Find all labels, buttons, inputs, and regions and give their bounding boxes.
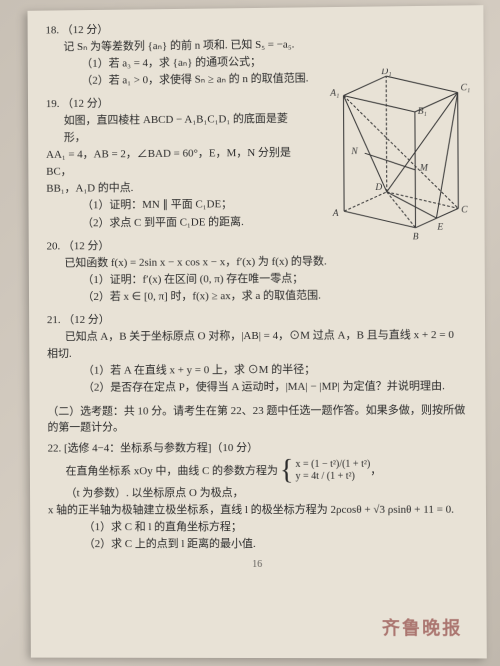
q19-subs: （1）证明：MN ∥ 平面 C₁DE； （2）求点 C 到平面 C₁DE 的距离… [64, 196, 310, 232]
q22-subs: （1）求 C 和 l 的直角坐标方程； （2）求 C 上的点到 l 距离的最小值… [66, 519, 468, 553]
q20-number: 20. [47, 240, 61, 252]
q22-line1a: 在直角坐标系 xOy 中，曲线 C 的参数方程为 [66, 462, 279, 479]
q19-line1: 如图，直四棱柱 ABCD − A₁B₁C₁D₁ 的底面是菱形， [64, 111, 310, 147]
q22-brace: { [280, 457, 294, 485]
question-20: 20. （12 分） 已知函数 f(x) = 2sin x − x cos x … [47, 235, 467, 306]
q19-line3: BB₁，A₁D 的中点. [46, 179, 310, 198]
svg-text:C₁: C₁ [461, 83, 471, 93]
svg-text:D₁: D₁ [380, 68, 391, 78]
q22-param-line: 在直角坐标系 xOy 中，曲线 C 的参数方程为 { x = (1 − t²)/… [66, 456, 468, 502]
svg-text:A: A [332, 209, 339, 219]
q21-line1b: 相切. [47, 344, 467, 363]
exam-page: 18. （12 分） 记 Sₙ 为等差数列 {aₙ} 的前 n 项和. 已知 S… [28, 5, 487, 658]
q19-points: （12 分） [62, 98, 108, 110]
q22-sub2: （2）求 C 上的点到 l 距离的最小值. [84, 536, 468, 553]
svg-text:C: C [461, 205, 468, 215]
q19-body: 如图，直四棱柱 ABCD − A₁B₁C₁D₁ 的底面是菱形， [64, 111, 310, 147]
watermark: 齐鲁晚报 [382, 614, 463, 640]
svg-text:E: E [436, 222, 443, 232]
section-2-heading: （二）选考题：共 10 分。请考生在第 22、23 题中任选一题作答。如果多做，… [47, 401, 467, 434]
svg-text:N: N [350, 147, 358, 157]
q22-number: 22. [48, 443, 62, 455]
q21-body: 已知点 A，B 关于坐标原点 O 对称，|AB| = 4，⊙M 过点 A，B 且… [65, 327, 467, 346]
q20-sub2: （2）若 x ∈ [0, π] 时，f(x) ≥ ax，求 a 的取值范围. [82, 286, 466, 305]
q22-param-x: x = (1 − t²)/(1 + t²) [295, 458, 370, 471]
q22-body: 在直角坐标系 xOy 中，曲线 C 的参数方程为 { x = (1 − t²)/… [66, 456, 468, 502]
q19-number: 19. [46, 98, 60, 110]
svg-text:B: B [413, 232, 419, 242]
question-22: 22. [选修 4−4：坐标系与参数方程]（10 分） 在直角坐标系 xOy 中… [48, 439, 468, 553]
svg-text:D: D [374, 183, 382, 193]
q18-number: 18. [45, 24, 59, 36]
q22-param-block: x = (1 − t²)/(1 + t²) y = 4t / (1 + t²) [295, 458, 370, 483]
q22-sub1: （1）求 C 和 l 的直角坐标方程； [84, 519, 468, 536]
q20-body: 已知函数 f(x) = 2sin x − x cos x − x，f′(x) 为… [64, 252, 466, 306]
q20-points: （12 分） [63, 240, 109, 252]
q21-line1: 已知点 A，B 关于坐标原点 O 对称，|AB| = 4，⊙M 过点 A，B 且… [65, 327, 467, 346]
q22-line1b: （t 为参数）. 以坐标原点 O 为极点， [66, 485, 244, 502]
prism-svg: A B C D A₁ B₁ C₁ D₁ E M N [323, 68, 475, 245]
q22-param-y: y = 4t / (1 + t²) [295, 471, 370, 484]
q18-points: （12 分） [62, 24, 108, 37]
q19-sub1: （1）证明：MN ∥ 平面 C₁DE； [82, 196, 310, 215]
page-footer: 16 [48, 559, 468, 570]
svg-text:M: M [419, 164, 429, 174]
q21-subs: （1）若 A 在直线 x + y = 0 上，求 ⊙M 的半径； （2）是否存在… [65, 361, 467, 397]
q19-line2: AA₁ = 4，AB = 2，∠BAD = 60°，E，M，N 分别是 BC， [46, 145, 310, 181]
svg-text:A₁: A₁ [329, 89, 339, 99]
q21-points: （12 分） [63, 314, 109, 326]
q21-sub1: （1）若 A 在直线 x + y = 0 上，求 ⊙M 的半径； [83, 361, 467, 380]
q22-tag: [选修 4−4：坐标系与参数方程]（10 分） [64, 442, 258, 455]
svg-text:B₁: B₁ [418, 107, 427, 117]
q22-line2: x 轴的正半轴为极轴建立极坐标系，直线 l 的极坐标方程为 2ρcosθ + √… [48, 502, 468, 520]
q21-number: 21. [47, 314, 61, 326]
prism-figure: A B C D A₁ B₁ C₁ D₁ E M N [323, 68, 475, 245]
q21-sub2: （2）是否存在定点 P，使得当 A 运动时，|MA| − |MP| 为定值？并说… [83, 378, 467, 397]
question-21: 21. （12 分） 已知点 A，B 关于坐标原点 O 对称，|AB| = 4，… [47, 310, 467, 397]
q19-sub2: （2）求点 C 到平面 C₁DE 的距离. [82, 213, 310, 232]
